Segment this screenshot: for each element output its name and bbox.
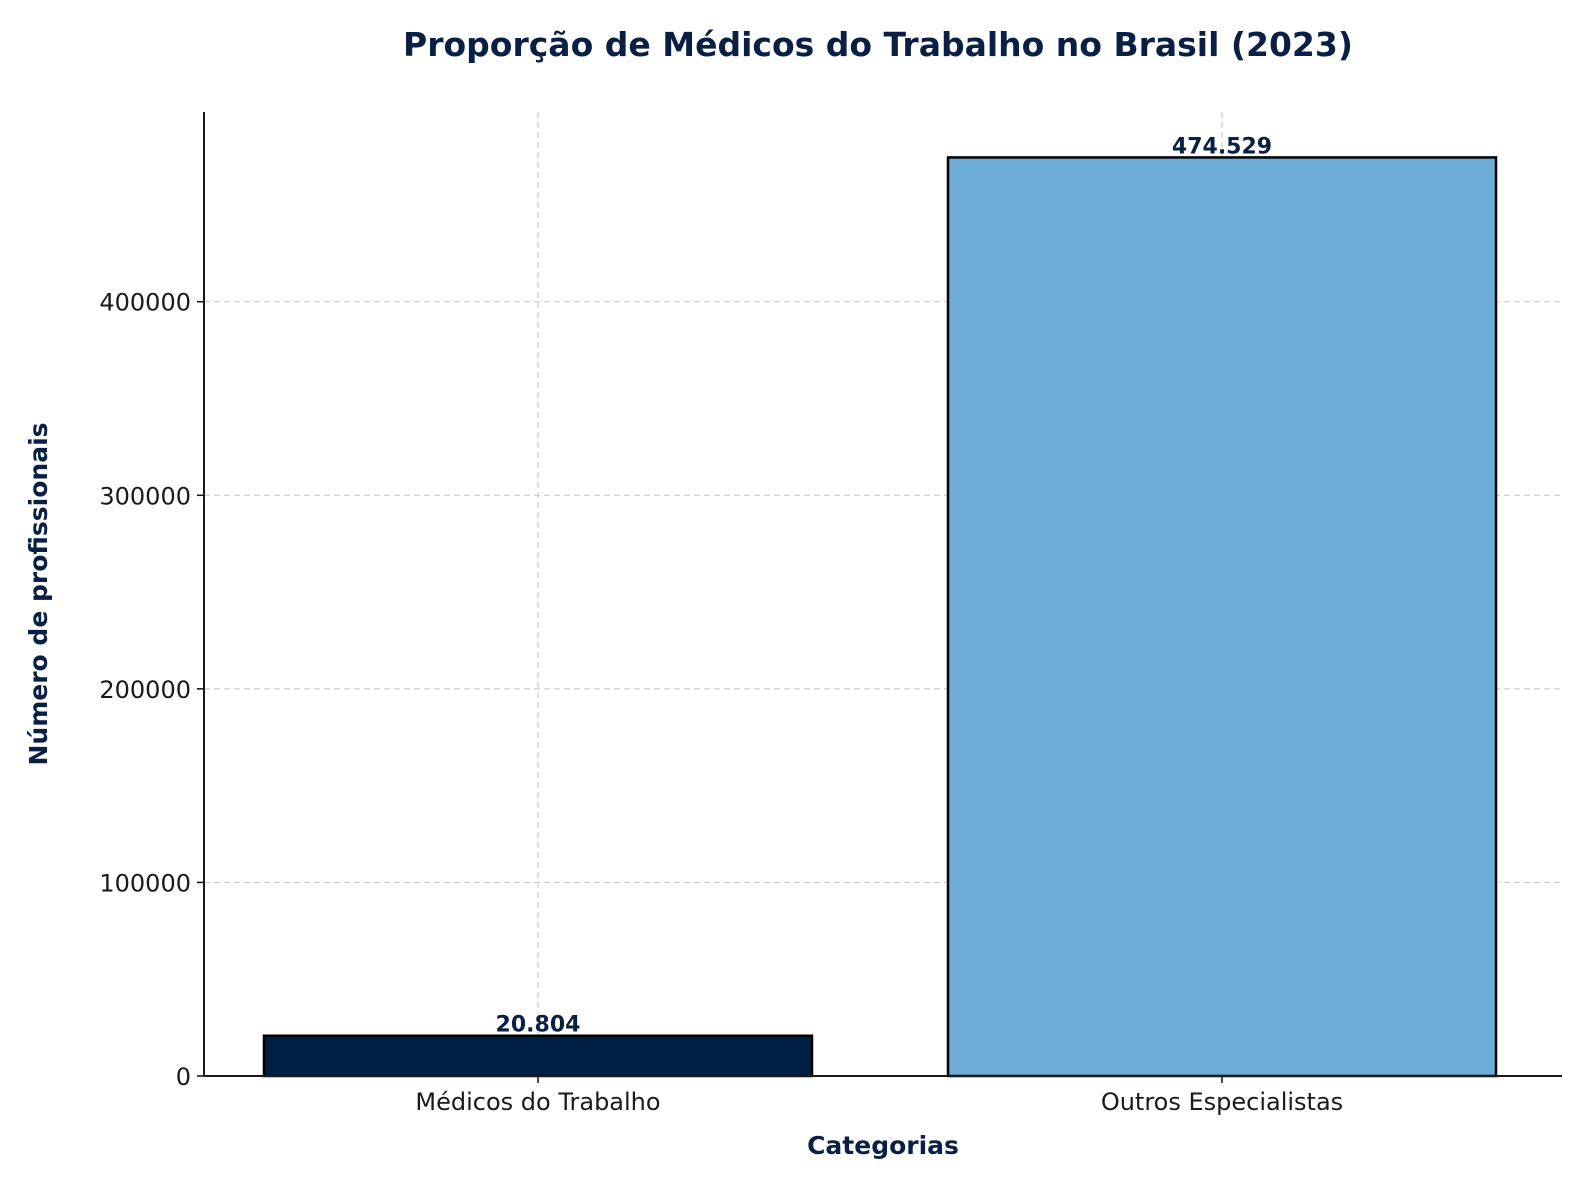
axes	[203, 112, 1562, 1077]
bar	[946, 156, 1498, 1078]
x-tick-label: Outros Especialistas	[1101, 1088, 1343, 1116]
y-tick-label: 300000	[99, 482, 191, 510]
bars	[262, 156, 1498, 1078]
y-ticks: 0 100000 200000 300000 400000	[99, 289, 204, 1091]
bar-value-label: 20.804	[496, 1013, 581, 1038]
chart-title: Proporção de Médicos do Trabalho no Bras…	[403, 25, 1353, 64]
y-tick-label: 400000	[99, 289, 191, 317]
bar-value-label: 474.529	[1172, 134, 1272, 159]
y-tick-label: 0	[176, 1063, 191, 1091]
bar	[262, 1034, 814, 1078]
y-tick-label: 200000	[99, 676, 191, 704]
data-labels: 20.804 474.529	[496, 134, 1273, 1037]
y-axis-label: Número de profissionais	[24, 422, 53, 765]
x-axis-label: Categorias	[807, 1131, 959, 1160]
x-ticks: Médicos do Trabalho Outros Especialistas	[415, 1076, 1343, 1116]
x-tick-label: Médicos do Trabalho	[415, 1088, 660, 1116]
y-tick-label: 100000	[99, 869, 191, 897]
